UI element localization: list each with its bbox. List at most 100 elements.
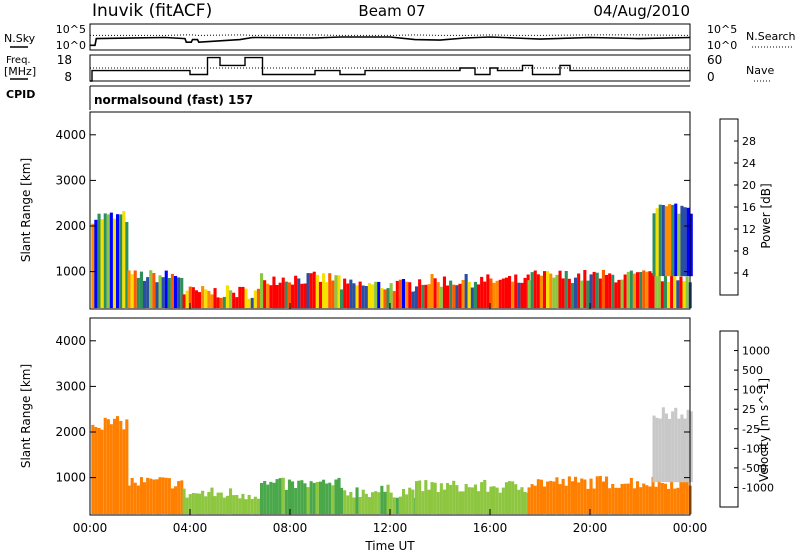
data-cell <box>539 275 543 309</box>
data-cell <box>489 278 493 309</box>
data-cell <box>564 271 568 309</box>
data-cell <box>263 280 267 309</box>
colorbar-tick-label: -100 <box>742 442 767 455</box>
data-cell <box>405 281 409 309</box>
data-cell <box>685 276 689 309</box>
data-cell <box>269 285 273 308</box>
data-cell <box>303 283 307 309</box>
data-cell <box>601 481 605 515</box>
data-cell <box>464 484 468 515</box>
data-cell <box>125 419 129 515</box>
data-cell <box>256 288 260 309</box>
data-cell <box>676 280 680 309</box>
colorbar-tick-label: -500 <box>742 462 767 475</box>
data-cell <box>235 297 239 309</box>
data-cell <box>530 272 534 309</box>
data-cell <box>331 280 335 309</box>
data-cell <box>143 280 147 309</box>
data-cell <box>661 205 665 277</box>
data-cell <box>668 204 672 277</box>
data-cell <box>355 487 359 514</box>
data-cell <box>182 488 186 515</box>
search-noise-line <box>90 34 691 36</box>
data-cell <box>149 478 153 515</box>
data-cell <box>269 481 273 515</box>
data-cell <box>605 476 609 515</box>
data-cell <box>517 282 521 309</box>
data-cell <box>149 270 153 309</box>
cpid-value: normalsound (fast) 157 <box>94 93 253 107</box>
nave-right-tick-top: 60 <box>707 53 722 67</box>
data-cell <box>349 279 353 309</box>
data-cell <box>620 279 624 309</box>
frequency-line <box>90 56 690 82</box>
data-cell <box>680 414 684 483</box>
data-cell <box>527 487 531 515</box>
data-cell <box>198 292 202 309</box>
data-cell <box>349 492 353 515</box>
data-cell <box>495 280 499 309</box>
data-cell <box>312 271 316 309</box>
data-cell <box>677 213 681 277</box>
data-cell <box>315 274 319 309</box>
data-cell <box>514 484 518 515</box>
data-cell <box>325 282 329 309</box>
data-cell <box>281 277 285 309</box>
data-cell <box>106 419 110 515</box>
data-cell <box>177 481 181 515</box>
data-cell <box>523 277 527 309</box>
data-cell <box>686 409 690 483</box>
data-cell <box>322 273 326 309</box>
data-cell <box>377 492 381 515</box>
data-cell <box>275 479 279 515</box>
data-cell <box>645 271 649 308</box>
data-cell <box>297 480 301 515</box>
data-cell <box>174 486 178 515</box>
data-cell <box>421 284 425 308</box>
data-cell <box>424 480 428 515</box>
y-tick-label: 2000 <box>55 425 86 439</box>
data-cell <box>275 285 279 309</box>
data-cell <box>654 271 658 309</box>
data-cell <box>561 278 565 309</box>
power-ylabel: Slant Range [km] <box>19 158 33 262</box>
velocity-colorbar: 1000 500 100 25 -25 -100 -500 -1000 <box>719 330 774 508</box>
data-cell <box>322 479 326 515</box>
data-cell <box>340 289 344 309</box>
data-cell <box>100 219 104 309</box>
data-cell <box>642 270 646 309</box>
date-title: 04/Aug/2010 <box>593 2 690 20</box>
data-cell <box>318 281 322 309</box>
data-cell <box>194 290 198 309</box>
data-cell <box>180 278 184 309</box>
data-cell <box>143 482 147 515</box>
data-cell <box>636 272 640 309</box>
data-cell <box>306 273 310 309</box>
data-cell <box>552 277 556 309</box>
data-cell <box>219 297 223 309</box>
data-cell <box>113 418 117 515</box>
data-cell <box>380 485 384 514</box>
nave-right-label: Nave <box>746 64 774 77</box>
colorbar-tick-label: 500 <box>742 364 763 377</box>
data-cell <box>577 273 581 309</box>
freq-label-line1: Freq. <box>6 55 31 66</box>
data-cell <box>405 494 409 515</box>
data-cell <box>346 495 350 515</box>
beam-title: Beam 07 <box>358 2 425 20</box>
data-cell <box>508 276 512 309</box>
data-cell <box>427 284 431 308</box>
data-cell <box>250 297 254 309</box>
data-cell <box>278 282 282 309</box>
data-cell <box>486 274 490 309</box>
data-cell <box>667 282 671 309</box>
data-cell <box>155 282 159 309</box>
data-cell <box>418 279 422 309</box>
colorbar-tick-label: -1000 <box>742 481 774 494</box>
data-cell <box>398 496 402 515</box>
data-cell <box>430 482 434 514</box>
data-cell <box>674 407 678 483</box>
data-cell <box>561 478 565 515</box>
data-cell <box>501 487 505 515</box>
data-cell <box>623 483 627 515</box>
